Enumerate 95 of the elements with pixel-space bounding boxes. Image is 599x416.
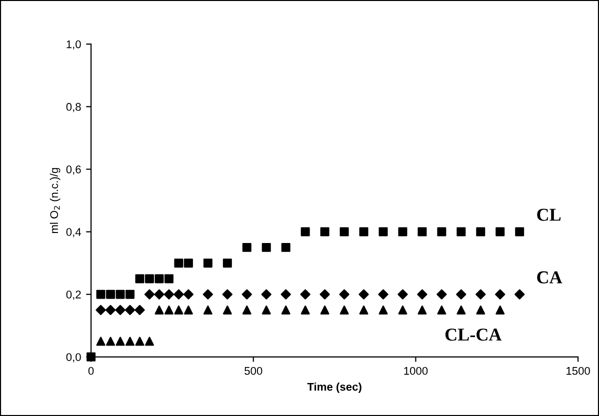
point: [281, 306, 290, 314]
point: [203, 258, 212, 268]
point: [359, 227, 368, 236]
point: [184, 306, 193, 314]
y-tick-label: 0,2: [66, 290, 81, 300]
point: [496, 306, 505, 314]
point: [96, 336, 106, 346]
point: [378, 306, 388, 314]
point: [456, 289, 466, 300]
point: [144, 274, 154, 284]
point: [476, 306, 486, 314]
point: [135, 336, 144, 346]
point: [398, 306, 408, 314]
point: [116, 290, 125, 299]
x-tick-label: 1500: [566, 366, 590, 375]
point: [154, 274, 164, 284]
point: [262, 242, 271, 252]
point: [242, 289, 252, 300]
x-tick-label: 1000: [404, 366, 428, 375]
point: [300, 306, 310, 314]
point: [144, 336, 154, 346]
y-axis-title: ml O$_{2}$ (n.c.)/g: [50, 168, 60, 234]
point: [514, 289, 525, 300]
point: [174, 258, 184, 268]
point: [378, 289, 388, 300]
point: [378, 227, 388, 236]
point: [174, 289, 184, 300]
point: [261, 289, 272, 300]
point: [456, 227, 466, 236]
point: [126, 290, 135, 299]
series-label: CL-CA: [445, 328, 502, 341]
point: [116, 336, 125, 346]
point: [495, 289, 506, 300]
point: [437, 227, 446, 236]
point: [398, 227, 408, 236]
series-label: CL: [537, 208, 561, 221]
point: [340, 227, 349, 236]
point: [280, 289, 291, 300]
point: [105, 304, 116, 316]
y-tick-label: 0,4: [66, 228, 81, 238]
point: [222, 258, 232, 268]
point: [203, 306, 212, 314]
point: [476, 227, 486, 236]
point: [418, 227, 427, 236]
point: [135, 274, 144, 284]
point: [496, 227, 505, 236]
point: [183, 289, 194, 300]
point: [456, 306, 466, 314]
point: [418, 306, 427, 314]
point: [154, 289, 164, 300]
point: [202, 289, 214, 300]
point: [106, 336, 116, 346]
x-tick-label: 500: [244, 366, 262, 375]
point: [154, 306, 164, 314]
point: [339, 289, 350, 300]
point: [320, 289, 330, 300]
point: [96, 290, 106, 299]
point: [115, 304, 126, 316]
point: [398, 289, 408, 300]
point: [320, 306, 330, 314]
point: [281, 242, 290, 252]
point: [476, 289, 486, 300]
point: [96, 304, 106, 316]
y-tick-label: 1,0: [66, 40, 81, 50]
point: [320, 227, 330, 236]
y-tick-label: 0,8: [66, 102, 81, 112]
point: [174, 306, 184, 314]
point: [300, 289, 310, 300]
point: [124, 304, 136, 316]
point: [417, 289, 428, 300]
x-tick-label: 0: [88, 366, 94, 375]
x-axis-title: Time (sec): [307, 382, 362, 393]
point: [222, 289, 232, 300]
point: [134, 304, 145, 316]
point: [164, 289, 174, 300]
point: [144, 289, 155, 300]
point: [164, 306, 174, 314]
series-label: CA: [537, 271, 562, 284]
point: [515, 227, 524, 236]
point: [300, 227, 310, 236]
point: [164, 274, 174, 284]
point: [126, 336, 135, 346]
point: [106, 290, 116, 299]
point: [184, 258, 193, 268]
point: [242, 306, 252, 314]
point: [222, 306, 232, 314]
point: [358, 289, 369, 300]
point: [242, 242, 252, 252]
point: [359, 306, 368, 314]
point: [262, 306, 271, 314]
point: [437, 306, 446, 314]
y-tick-label: 0,6: [66, 165, 81, 175]
point: [436, 289, 447, 300]
y-tick-label: 0,0: [66, 353, 81, 362]
point: [340, 306, 349, 314]
